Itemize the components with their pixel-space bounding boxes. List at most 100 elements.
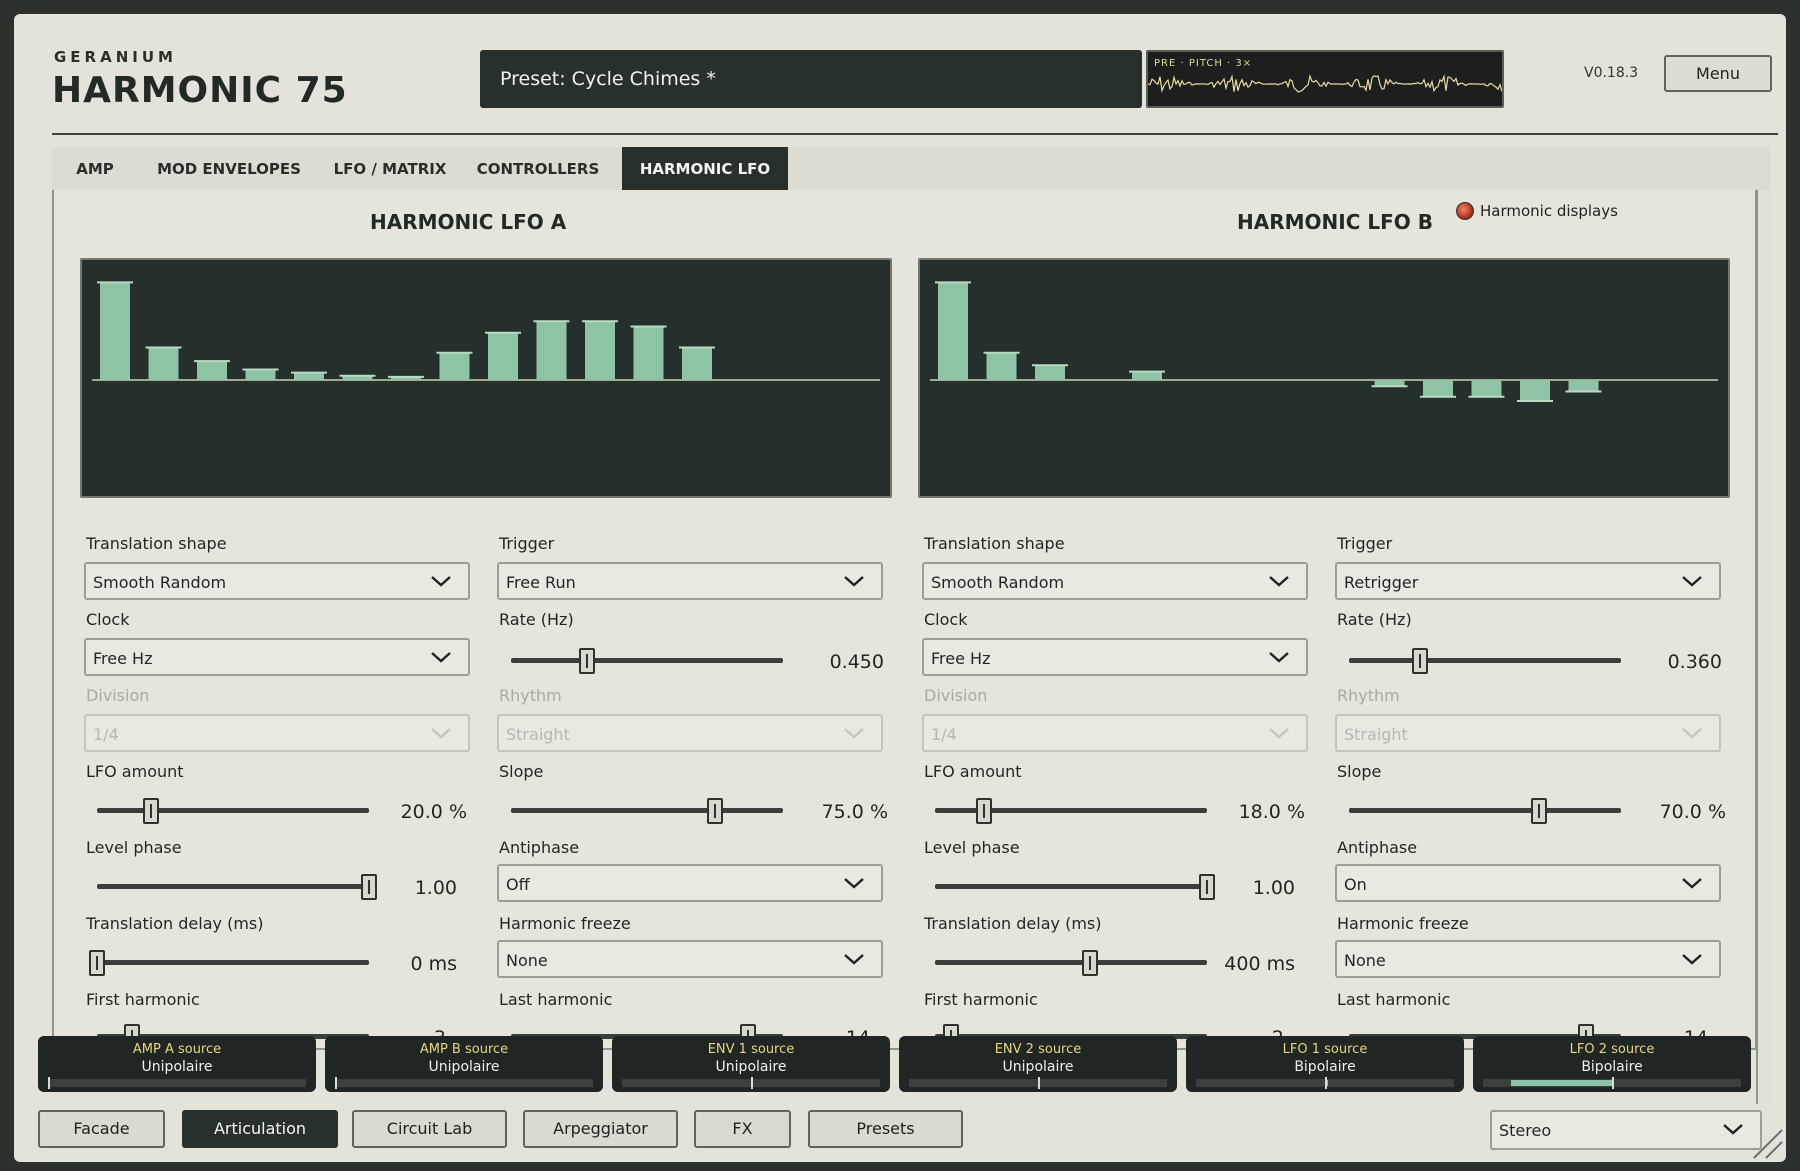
lfo_b-lfo-amount-slider-track[interactable]	[935, 808, 1207, 813]
chevron-down-icon	[844, 878, 864, 889]
footer-button-circuit-lab[interactable]: Circuit Lab	[352, 1110, 507, 1148]
harmonic-bar[interactable]	[1035, 365, 1065, 380]
lfo_b-clock-dropdown[interactable]: Free Hz	[922, 638, 1308, 676]
mod-source-title: ENV 2 source	[994, 1042, 1082, 1057]
harmonic-bar[interactable]	[148, 347, 179, 380]
harmonic-bar[interactable]	[488, 332, 518, 380]
resize-handle-icon[interactable]	[1744, 1120, 1784, 1160]
lfo_b-translation-delay-slider-thumb[interactable]	[1082, 950, 1099, 976]
lfo_a-antiphase-dropdown[interactable]: Off	[497, 864, 883, 902]
lfo_a-last-harmonic-label: Last harmonic	[499, 990, 613, 1009]
harmonic-displays-toggle[interactable]: Harmonic displays	[1456, 202, 1618, 220]
lfo_a-clock-dropdown[interactable]: Free Hz	[84, 638, 470, 676]
tab-mod-envelopes[interactable]: MOD ENVELOPES	[157, 160, 301, 178]
lfo_a-level-phase-slider-thumb[interactable]	[361, 874, 377, 900]
lfo_b-rate-slider-thumb[interactable]	[1411, 648, 1428, 674]
preset-display[interactable]: Preset: Cycle Chimes *	[480, 50, 1142, 108]
harmonic-bar[interactable]	[1520, 380, 1550, 401]
harmonic-bar[interactable]	[391, 376, 421, 380]
lfo_a-clock-dropdown-value: Free Hz	[93, 649, 153, 668]
harmonic-bar[interactable]	[1423, 380, 1453, 397]
tab-amp[interactable]: AMP	[76, 160, 114, 178]
lfo_b-level-phase-slider-thumb[interactable]	[1199, 874, 1215, 900]
harmonic-bar[interactable]	[986, 352, 1017, 380]
harmonic-bar[interactable]	[585, 321, 615, 380]
harmonic-bar[interactable]	[633, 326, 664, 380]
lfo_b-level-phase-slider-track[interactable]	[935, 884, 1207, 889]
harmonic-bar[interactable]	[536, 321, 567, 380]
mod-source-2[interactable]: ENV 1 source Unipolaire	[612, 1036, 890, 1092]
lfo_b-harmonic-freeze-dropdown[interactable]: None	[1335, 940, 1721, 978]
harmonic-bar[interactable]	[342, 375, 373, 380]
mod-source-meter-marker	[751, 1077, 753, 1089]
tab-harmonic-lfo[interactable]: HARMONIC LFO	[622, 147, 788, 192]
lfo_a-rate-slider-track[interactable]	[511, 658, 783, 663]
lfo_a-lfo-amount-slider-track[interactable]	[97, 808, 369, 813]
footer-button-presets[interactable]: Presets	[808, 1110, 963, 1148]
harmonic-bar[interactable]	[197, 361, 227, 380]
output-mode-dropdown[interactable]: Stereo	[1490, 1110, 1762, 1150]
lfo_a-translation-shape-label: Translation shape	[86, 534, 227, 553]
lfo_b-harmonic-display[interactable]	[918, 258, 1730, 498]
lfo_b-slope-slider[interactable]	[1339, 796, 1631, 826]
lfo_b-division-dropdown-value: 1/4	[931, 725, 957, 744]
lfo_a-harmonic-display[interactable]	[80, 258, 892, 498]
mod-source-5[interactable]: LFO 2 source Bipolaire	[1473, 1036, 1751, 1092]
lfo_a-slope-slider[interactable]	[501, 796, 793, 826]
lfo_a-rate-slider-thumb[interactable]	[579, 648, 596, 674]
lfo_a-lfo-amount-slider[interactable]	[87, 796, 379, 826]
lfo_b-translation-delay-slider-track[interactable]	[935, 960, 1207, 965]
lfo_a-translation-delay-slider-thumb[interactable]	[89, 950, 105, 976]
lfo_b-level-phase-slider[interactable]	[925, 872, 1217, 902]
lfo_b-lfo-amount-slider[interactable]	[925, 796, 1217, 826]
harmonic-bar[interactable]	[100, 282, 130, 380]
lfo_a-rate-slider[interactable]	[501, 646, 793, 676]
lfo_a-rhythm-dropdown-value: Straight	[506, 725, 570, 744]
mod-source-1[interactable]: AMP B source Unipolaire	[325, 1036, 603, 1092]
lfo_b-rate-label: Rate (Hz)	[1337, 610, 1412, 629]
lfo_a-translation-delay-label: Translation delay (ms)	[86, 914, 264, 933]
lfo_b-slope-slider-thumb[interactable]	[1531, 798, 1548, 824]
footer-button-articulation[interactable]: Articulation	[182, 1110, 338, 1148]
content-scrollbar[interactable]	[1756, 190, 1772, 1104]
footer-button-facade[interactable]: Facade	[38, 1110, 165, 1148]
lfo_b-rate-slider-track[interactable]	[1349, 658, 1621, 663]
lfo_a-lfo-amount-slider-thumb[interactable]	[143, 798, 160, 824]
lfo_a-harmonic-freeze-dropdown[interactable]: None	[497, 940, 883, 978]
lfo_a-level-phase-slider-track[interactable]	[97, 884, 369, 889]
footer-button-fx[interactable]: FX	[694, 1110, 791, 1148]
harmonic-bar[interactable]	[245, 369, 276, 381]
tab-controllers[interactable]: CONTROLLERS	[476, 160, 600, 178]
harmonic-bar[interactable]	[439, 352, 470, 380]
lfo_b-translation-shape-dropdown[interactable]: Smooth Random	[922, 562, 1308, 600]
mod-source-0[interactable]: AMP A source Unipolaire	[38, 1036, 316, 1092]
footer-button-arpeggiator[interactable]: Arpeggiator	[523, 1110, 678, 1148]
lfo_a-trigger-dropdown-value: Free Run	[506, 573, 576, 592]
harmonic-bar[interactable]	[1374, 380, 1405, 387]
menu-button[interactable]: Menu	[1664, 55, 1772, 92]
harmonic-bar[interactable]	[682, 347, 712, 380]
lfo_a-level-phase-slider[interactable]	[87, 872, 379, 902]
lfo_a-slope-slider-thumb[interactable]	[707, 798, 723, 824]
lfo_b-translation-delay-slider[interactable]	[925, 948, 1217, 978]
harmonic-bar[interactable]	[938, 282, 968, 380]
lfo_a-trigger-dropdown[interactable]: Free Run	[497, 562, 883, 600]
lfo_b-trigger-dropdown[interactable]: Retrigger	[1335, 562, 1721, 600]
lfo_b-lfo-amount-slider-thumb[interactable]	[975, 798, 992, 824]
mod-source-4[interactable]: LFO 1 source Bipolaire	[1186, 1036, 1464, 1092]
lfo_a-translation-delay-slider[interactable]	[87, 948, 379, 978]
lfo_a-translation-shape-dropdown[interactable]: Smooth Random	[84, 562, 470, 600]
mod-source-3[interactable]: ENV 2 source Unipolaire	[899, 1036, 1177, 1092]
chevron-down-icon	[1682, 954, 1702, 965]
tab-lfo-matrix[interactable]: LFO / MATRIX	[333, 160, 447, 178]
harmonic-bar[interactable]	[294, 372, 324, 380]
harmonic-displays-label: Harmonic displays	[1480, 202, 1618, 220]
lfo_a-slope-slider-track[interactable]	[511, 808, 783, 813]
harmonic-bar[interactable]	[1568, 380, 1599, 392]
harmonic-bar[interactable]	[1132, 371, 1162, 380]
lfo_b-rate-slider[interactable]	[1339, 646, 1631, 676]
lfo_b-slope-slider-track[interactable]	[1349, 808, 1621, 813]
lfo_a-translation-delay-slider-track[interactable]	[97, 960, 369, 965]
harmonic-bar[interactable]	[1471, 380, 1502, 397]
lfo_b-antiphase-dropdown[interactable]: On	[1335, 864, 1721, 902]
